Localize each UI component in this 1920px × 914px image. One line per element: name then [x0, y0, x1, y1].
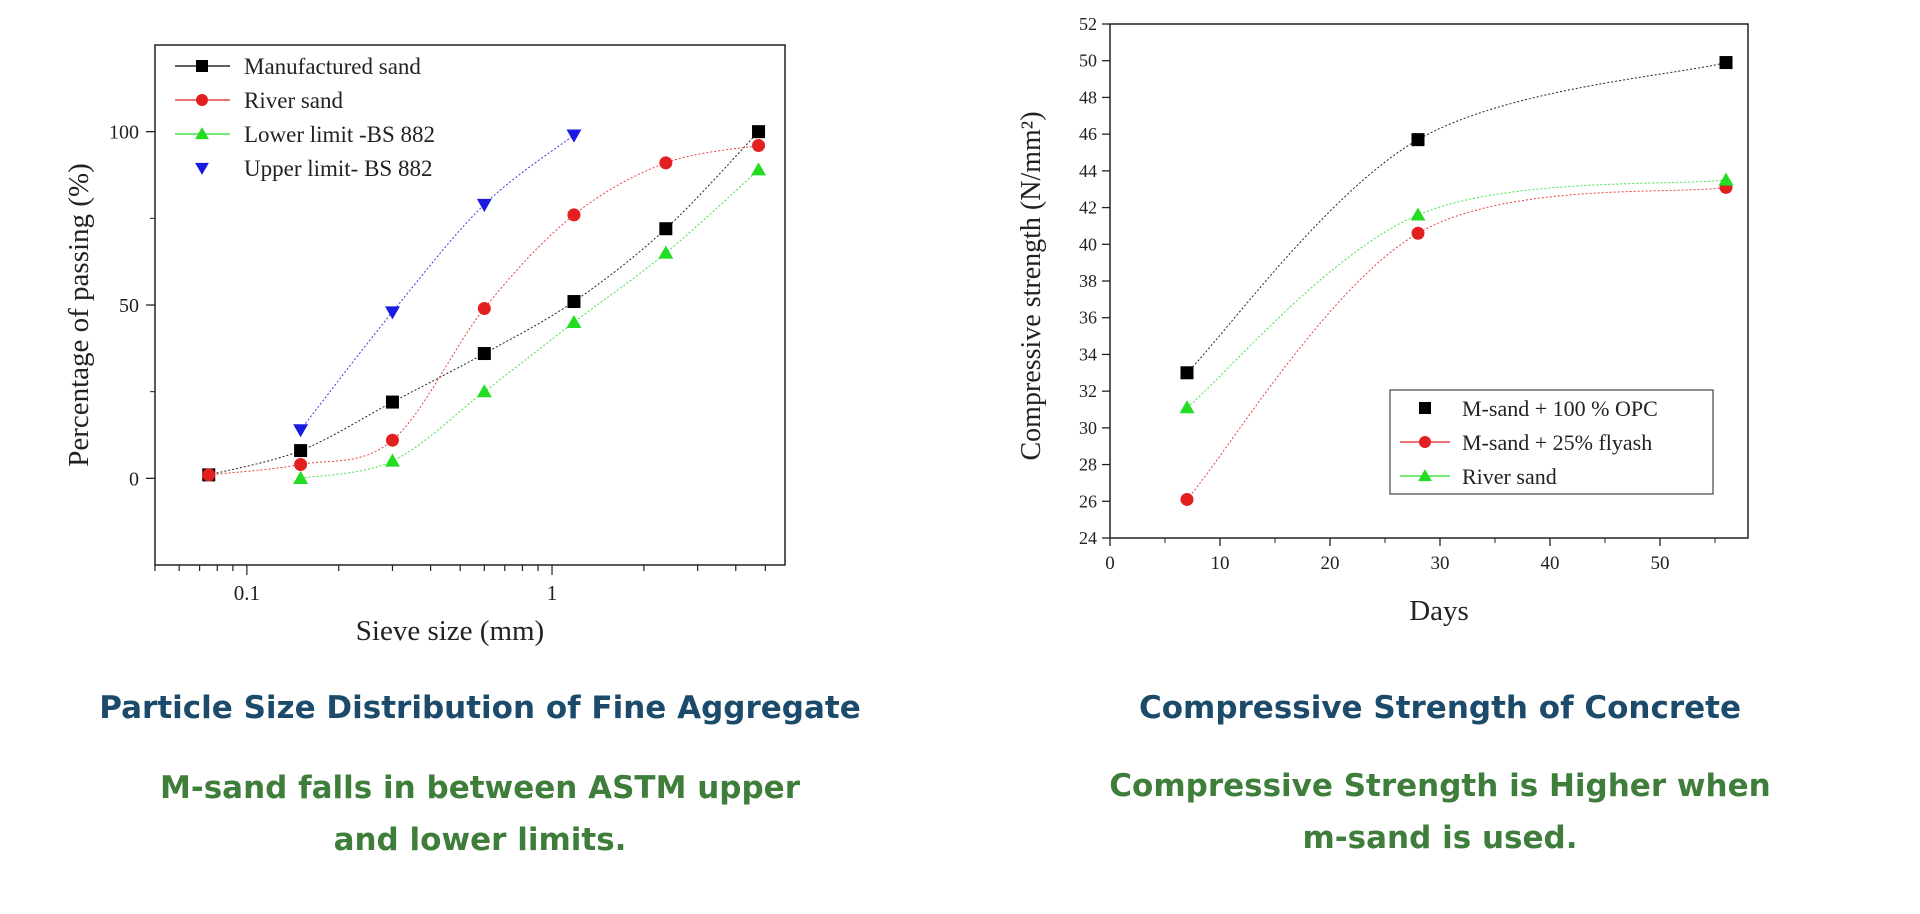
data-point: [477, 301, 491, 315]
legend: Manufactured sand River sand Lower limit -…: [175, 54, 435, 181]
data-point: [567, 295, 581, 309]
data-point: [202, 468, 216, 482]
y-tick-label: 36: [1079, 308, 1097, 328]
y-tick-label: 50: [1079, 51, 1097, 71]
data-point: [1410, 207, 1426, 221]
x-tick-label: 20: [1321, 553, 1340, 574]
y-tick-label: 26: [1079, 491, 1097, 511]
y-tick-label: 100: [109, 122, 139, 144]
right-panel: 0 10 20 30 40 50 24 26 28 30 32 34 36 38 40 42 44 46 48 50 5…: [960, 0, 1920, 914]
data-point: [1719, 56, 1733, 70]
data-point: [385, 395, 399, 409]
y-tick-label: 50: [119, 295, 139, 317]
legend-marker: [1418, 469, 1432, 482]
series-line: [1186, 179, 1727, 409]
series-line: [300, 169, 759, 479]
data-point: [1180, 492, 1194, 506]
series-river-sand: [1179, 172, 1734, 414]
x-tick-label: 40: [1541, 553, 1560, 574]
series-lower-limit-bs-882: [293, 162, 767, 484]
left-caption-subtitle: M-sand falls in between ASTM upper and l…: [0, 762, 960, 866]
data-point: [567, 208, 581, 222]
data-point: [476, 384, 492, 398]
data-point: [293, 424, 309, 438]
legend-label: M-sand + 25% flyash: [1462, 430, 1652, 455]
x-tick-label: 30: [1431, 553, 1450, 574]
right-caption-title: Compressive Strength of Concrete: [1138, 690, 1742, 726]
strength-chart: 0 10 20 30 40 50 24 26 28 30 32 34 36 38 40 42 44 46 48 50 5…: [1016, 14, 1749, 627]
legend-label: Upper limit- BS 882: [244, 156, 432, 181]
series-line: [1186, 186, 1727, 500]
y-tick-label: 46: [1079, 124, 1097, 144]
data-point: [1411, 133, 1425, 147]
data-point: [477, 347, 491, 361]
legend-label: Manufactured sand: [244, 54, 421, 79]
y-tick-label: 24: [1079, 528, 1097, 548]
series-river-sand: [202, 139, 766, 482]
data-point: [658, 245, 674, 259]
series-upper-limit-bs-882: [293, 129, 582, 438]
y-tick-label: 44: [1079, 161, 1097, 181]
y-tick-label: 38: [1079, 271, 1097, 291]
y-tick-label: 42: [1079, 198, 1097, 218]
y-tick-label: 28: [1079, 455, 1097, 475]
x-tick-label: 10: [1211, 553, 1230, 574]
legend-marker: [195, 162, 209, 175]
legend-label: River sand: [244, 88, 344, 113]
legend-label: River sand: [1462, 464, 1557, 489]
legend-label: Lower limit -BS 882: [244, 122, 435, 147]
right-caption-line-2: m-sand is used.: [1302, 820, 1578, 856]
sieve-chart: 0.1 1 0 50 100 Sieve size (mm) Percentage of p…: [63, 44, 786, 647]
data-point: [294, 444, 308, 458]
y-tick-label: 40: [1079, 234, 1097, 254]
legend-label: M-sand + 100 % OPC: [1462, 396, 1658, 421]
series-line: [1186, 62, 1727, 374]
y-tick-label: 34: [1079, 344, 1097, 364]
x-axis-label: Days: [1409, 595, 1469, 627]
data-point: [476, 198, 492, 212]
legend-box: [1389, 389, 1714, 495]
data-point: [1718, 172, 1734, 186]
left-caption-line-2: and lower limits.: [333, 822, 627, 858]
data-point: [1180, 366, 1194, 380]
data-point: [384, 453, 400, 467]
left-panel: 0.1 1 0 50 100 Sieve size (mm) Percentage of p…: [0, 44, 960, 866]
data-point: [566, 314, 582, 328]
legend-marker: [196, 94, 208, 106]
legend-marker: [195, 127, 209, 140]
right-caption-line-1: Compressive Strength is Higher when: [1109, 768, 1771, 804]
data-point: [752, 139, 766, 153]
right-caption-subtitle: Compressive Strength is Higher when m-sa…: [960, 760, 1920, 864]
data-point: [384, 306, 400, 320]
left-caption-line-1: M-sand falls in between ASTM upper: [160, 770, 800, 806]
legend: M-sand + 100 % OPC M-sand + 25% flyash Riv…: [1389, 389, 1714, 495]
legend-marker: [1419, 436, 1431, 448]
x-tick-label: 0: [1105, 553, 1115, 574]
data-point: [1411, 226, 1425, 240]
data-point: [1179, 400, 1195, 414]
data-point: [566, 129, 582, 143]
y-axis-label: Percentage of passing (%): [63, 163, 95, 467]
y-tick-label: 52: [1079, 14, 1097, 34]
x-tick-label: 50: [1651, 553, 1670, 574]
data-point: [385, 433, 399, 447]
y-tick-label: 30: [1079, 418, 1097, 438]
legend-marker: [1419, 402, 1431, 414]
x-tick-label: 0.1: [234, 581, 260, 605]
y-tick-label: 0: [129, 468, 139, 490]
data-point: [659, 156, 673, 170]
data-point: [294, 457, 308, 471]
legend-marker: [196, 60, 208, 72]
x-axis-label: Sieve size (mm): [356, 615, 544, 647]
y-tick-label: 48: [1079, 87, 1097, 107]
data-point: [293, 470, 309, 484]
data-point: [751, 162, 767, 176]
data-point: [659, 222, 673, 236]
y-axis-label: Compressive strength (N/mm²): [1016, 111, 1047, 460]
y-tick-label: 32: [1079, 381, 1097, 401]
series-m-sand-100-opc: [1180, 56, 1733, 380]
data-point: [752, 125, 766, 139]
x-tick-label: 1: [547, 581, 558, 605]
left-caption-title: Particle Size Distribution of Fine Aggre…: [99, 690, 861, 726]
